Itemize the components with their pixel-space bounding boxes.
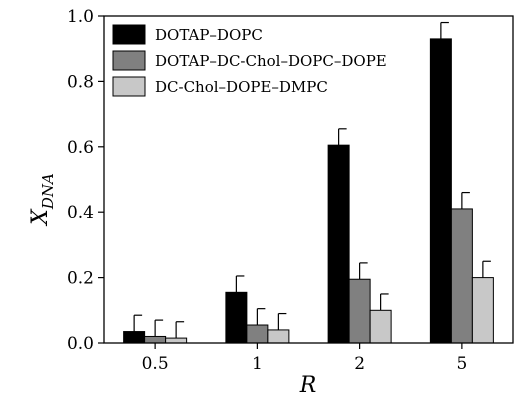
y-tick-label: 0.6: [67, 138, 94, 158]
bar: [327, 144, 350, 344]
y-tick-label: 0.4: [67, 203, 94, 223]
bar: [165, 337, 188, 344]
x-tick-label: 0.5: [142, 354, 169, 374]
y-tick-label: 0.0: [67, 334, 94, 354]
y-axis-label: XDNA: [28, 173, 57, 227]
legend-swatch: [112, 24, 146, 45]
plot-frame: [103, 15, 514, 344]
bar: [471, 277, 494, 344]
axes-layer: 0.5 1 2 5 0.0 0.2 0.4 0.6 0.8 1.0: [67, 7, 514, 374]
y-tick-label: 1.0: [67, 7, 94, 27]
y-axis-label-main: X: [28, 208, 53, 227]
y-tick-label: 0.8: [67, 72, 94, 92]
legend-swatch: [112, 76, 146, 97]
bar: [429, 38, 452, 344]
x-tick-label: 5: [456, 354, 467, 374]
x-tick-label: 2: [354, 354, 365, 374]
y-axis-label-subscript: DNA: [39, 173, 57, 210]
bar: [246, 324, 269, 344]
bar: [225, 291, 248, 344]
bars-layer: [123, 21, 494, 344]
legend-label: DC-Chol–DOPE–DMPC: [155, 78, 328, 96]
legend-label: DOTAP–DOPC: [155, 26, 263, 44]
x-tick-label: 1: [252, 354, 263, 374]
x-axis-label: R: [299, 373, 317, 398]
bar: [369, 309, 392, 344]
legend-swatch: [112, 50, 146, 71]
bar: [450, 208, 473, 344]
bar: [348, 278, 371, 344]
bar: [144, 335, 167, 344]
y-tick-label: 0.2: [67, 269, 94, 289]
legend: DOTAP–DOPC DOTAP–DC-Chol–DOPC–DOPE DC-Chol…: [112, 24, 387, 97]
bar: [267, 329, 290, 344]
legend-label: DOTAP–DC-Chol–DOPC–DOPE: [155, 52, 387, 70]
bar: [123, 331, 146, 344]
